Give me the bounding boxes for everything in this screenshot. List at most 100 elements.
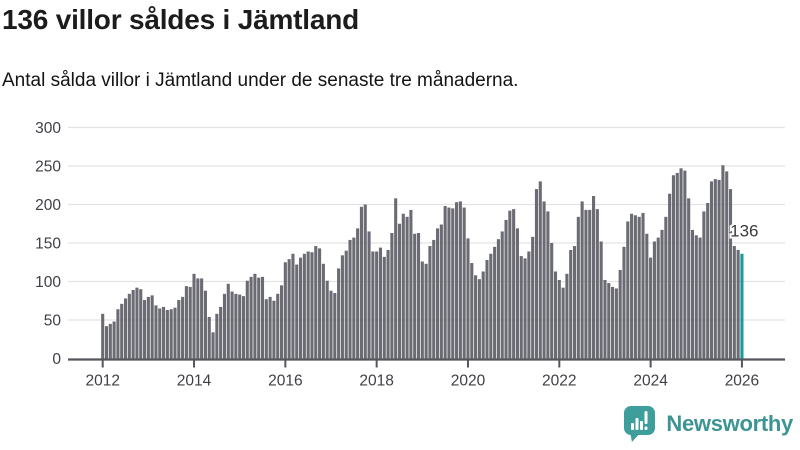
bar — [177, 299, 181, 359]
bar — [508, 210, 512, 359]
bar — [192, 273, 196, 359]
bar — [519, 256, 523, 359]
bar — [534, 189, 539, 359]
bar — [614, 288, 618, 359]
bar — [405, 216, 409, 359]
bar — [470, 263, 474, 359]
bar — [698, 237, 702, 359]
bar — [382, 256, 386, 359]
logo-bar-2 — [635, 418, 639, 430]
bar — [687, 198, 691, 359]
bar — [169, 309, 173, 359]
bar — [611, 286, 615, 359]
bar — [504, 219, 508, 359]
bar — [542, 201, 546, 359]
bar — [588, 209, 592, 359]
bar — [268, 296, 272, 359]
bar — [496, 239, 500, 359]
bar — [181, 296, 185, 359]
y-axis-tick-label: 50 — [44, 313, 62, 330]
bar — [150, 295, 154, 359]
bar — [572, 246, 577, 359]
bar — [200, 278, 204, 359]
bar — [162, 306, 166, 359]
newsworthy-logo-icon — [624, 406, 656, 442]
bar — [310, 252, 314, 359]
bar — [219, 306, 223, 359]
x-axis-tick-label: 2024 — [633, 373, 668, 390]
bar — [633, 215, 637, 359]
bar — [455, 202, 459, 359]
bar — [112, 321, 116, 359]
bar — [702, 211, 706, 359]
bar — [531, 236, 535, 359]
logo-bar-3 — [640, 421, 644, 430]
bar — [375, 251, 379, 359]
bar — [299, 257, 303, 359]
bar — [591, 196, 596, 359]
bar — [630, 213, 634, 359]
bar — [538, 181, 542, 359]
sales-bar-chart: 0 50 100 150 200 250 300 2012 2014 2016 2018 2020 20… — [35, 120, 785, 390]
bar — [363, 204, 367, 359]
bar — [241, 296, 246, 359]
bar — [272, 300, 276, 359]
bar — [424, 263, 428, 359]
bar — [500, 231, 504, 359]
bar — [394, 198, 398, 359]
logo-exclamation-dot — [644, 426, 648, 430]
bar — [318, 248, 322, 359]
bar — [443, 206, 447, 359]
bar — [238, 294, 242, 359]
bar — [458, 201, 462, 359]
bar — [306, 251, 310, 359]
bar — [664, 216, 668, 359]
bar — [671, 175, 675, 359]
highlighted-bar — [740, 253, 744, 359]
bar — [314, 246, 318, 359]
bar — [215, 313, 219, 359]
bar — [481, 271, 485, 359]
y-axis-tick-label: 300 — [35, 120, 61, 137]
bar — [599, 241, 603, 359]
bar — [295, 264, 299, 359]
bar — [690, 229, 695, 359]
bar — [257, 277, 261, 359]
chart-subtitle: Antal sålda villor i Jämtland under de s… — [2, 70, 519, 91]
bar — [131, 289, 135, 359]
bar — [276, 293, 280, 359]
bar — [489, 253, 493, 359]
x-axis-tick-label: 2020 — [451, 373, 486, 390]
bar — [108, 323, 112, 359]
bar — [706, 202, 710, 359]
bar — [222, 293, 227, 359]
bar — [337, 268, 341, 359]
bar — [359, 206, 363, 359]
highlight-value-label: 136 — [730, 221, 758, 240]
bar — [432, 239, 436, 359]
bar — [451, 208, 455, 359]
bar — [603, 279, 607, 359]
x-axis-tick-label: 2026 — [725, 373, 759, 390]
newsworthy-branding[interactable]: Newsworthy — [623, 404, 793, 444]
speech-bubble-tail — [630, 432, 642, 442]
bar — [283, 262, 287, 359]
bar — [618, 269, 622, 359]
logo-bar-1 — [631, 423, 635, 430]
bar — [344, 250, 348, 359]
bar — [264, 299, 268, 359]
bar — [694, 235, 698, 359]
bar — [287, 259, 291, 359]
bar — [416, 232, 421, 359]
y-axis-tick-label: 250 — [35, 159, 61, 176]
bar — [120, 303, 124, 359]
bar — [668, 193, 672, 359]
bar — [477, 279, 481, 359]
bar — [378, 247, 383, 359]
bar — [413, 233, 417, 359]
y-axis-tick-label: 0 — [52, 351, 61, 368]
logo-exclamation-bar — [644, 411, 648, 424]
x-axis-tick-label: 2018 — [359, 373, 393, 390]
bar — [569, 249, 573, 359]
bar — [356, 228, 360, 359]
